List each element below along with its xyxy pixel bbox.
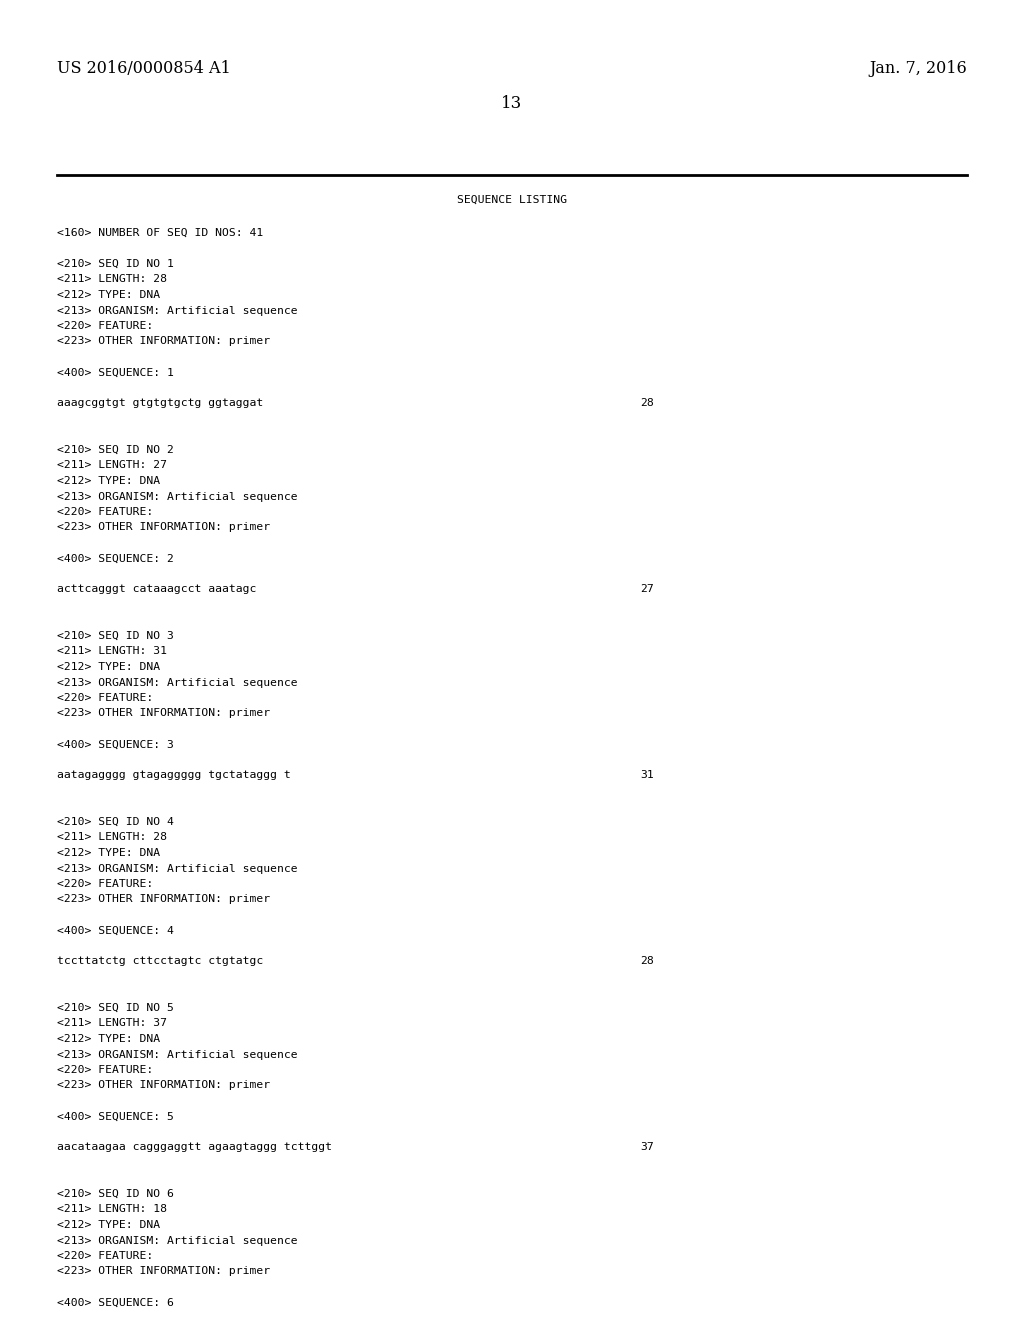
Text: <211> LENGTH: 18: <211> LENGTH: 18 xyxy=(57,1204,167,1214)
Text: <211> LENGTH: 37: <211> LENGTH: 37 xyxy=(57,1019,167,1028)
Text: 28: 28 xyxy=(640,957,653,966)
Text: <212> TYPE: DNA: <212> TYPE: DNA xyxy=(57,663,160,672)
Text: 31: 31 xyxy=(640,771,653,780)
Text: <211> LENGTH: 31: <211> LENGTH: 31 xyxy=(57,647,167,656)
Text: tccttatctg cttcctagtc ctgtatgc: tccttatctg cttcctagtc ctgtatgc xyxy=(57,957,263,966)
Text: 28: 28 xyxy=(640,399,653,408)
Text: <160> NUMBER OF SEQ ID NOS: 41: <160> NUMBER OF SEQ ID NOS: 41 xyxy=(57,228,263,238)
Text: <212> TYPE: DNA: <212> TYPE: DNA xyxy=(57,847,160,858)
Text: <400> SEQUENCE: 1: <400> SEQUENCE: 1 xyxy=(57,367,174,378)
Text: <223> OTHER INFORMATION: primer: <223> OTHER INFORMATION: primer xyxy=(57,895,270,904)
Text: <213> ORGANISM: Artificial sequence: <213> ORGANISM: Artificial sequence xyxy=(57,863,298,874)
Text: acttcagggt cataaagcct aaatagc: acttcagggt cataaagcct aaatagc xyxy=(57,585,256,594)
Text: <210> SEQ ID NO 6: <210> SEQ ID NO 6 xyxy=(57,1189,174,1199)
Text: <212> TYPE: DNA: <212> TYPE: DNA xyxy=(57,290,160,300)
Text: <213> ORGANISM: Artificial sequence: <213> ORGANISM: Artificial sequence xyxy=(57,1049,298,1060)
Text: <212> TYPE: DNA: <212> TYPE: DNA xyxy=(57,477,160,486)
Text: <210> SEQ ID NO 5: <210> SEQ ID NO 5 xyxy=(57,1003,174,1012)
Text: <223> OTHER INFORMATION: primer: <223> OTHER INFORMATION: primer xyxy=(57,1081,270,1090)
Text: <211> LENGTH: 28: <211> LENGTH: 28 xyxy=(57,275,167,285)
Text: <213> ORGANISM: Artificial sequence: <213> ORGANISM: Artificial sequence xyxy=(57,305,298,315)
Text: aatagagggg gtagaggggg tgctataggg t: aatagagggg gtagaggggg tgctataggg t xyxy=(57,771,291,780)
Text: 37: 37 xyxy=(640,1143,653,1152)
Text: <220> FEATURE:: <220> FEATURE: xyxy=(57,693,154,704)
Text: <223> OTHER INFORMATION: primer: <223> OTHER INFORMATION: primer xyxy=(57,523,270,532)
Text: <211> LENGTH: 27: <211> LENGTH: 27 xyxy=(57,461,167,470)
Text: <212> TYPE: DNA: <212> TYPE: DNA xyxy=(57,1220,160,1230)
Text: aacataagaa cagggaggtt agaagtaggg tcttggt: aacataagaa cagggaggtt agaagtaggg tcttggt xyxy=(57,1143,332,1152)
Text: <210> SEQ ID NO 3: <210> SEQ ID NO 3 xyxy=(57,631,174,642)
Text: <220> FEATURE:: <220> FEATURE: xyxy=(57,507,154,517)
Text: <400> SEQUENCE: 5: <400> SEQUENCE: 5 xyxy=(57,1111,174,1122)
Text: <223> OTHER INFORMATION: primer: <223> OTHER INFORMATION: primer xyxy=(57,709,270,718)
Text: <213> ORGANISM: Artificial sequence: <213> ORGANISM: Artificial sequence xyxy=(57,1236,298,1246)
Text: <212> TYPE: DNA: <212> TYPE: DNA xyxy=(57,1034,160,1044)
Text: Jan. 7, 2016: Jan. 7, 2016 xyxy=(869,59,967,77)
Text: <220> FEATURE:: <220> FEATURE: xyxy=(57,1251,154,1261)
Text: <400> SEQUENCE: 3: <400> SEQUENCE: 3 xyxy=(57,739,174,750)
Text: SEQUENCE LISTING: SEQUENCE LISTING xyxy=(457,195,567,205)
Text: <400> SEQUENCE: 2: <400> SEQUENCE: 2 xyxy=(57,553,174,564)
Text: 13: 13 xyxy=(502,95,522,112)
Text: <213> ORGANISM: Artificial sequence: <213> ORGANISM: Artificial sequence xyxy=(57,677,298,688)
Text: <210> SEQ ID NO 2: <210> SEQ ID NO 2 xyxy=(57,445,174,455)
Text: 27: 27 xyxy=(640,585,653,594)
Text: <213> ORGANISM: Artificial sequence: <213> ORGANISM: Artificial sequence xyxy=(57,491,298,502)
Text: <223> OTHER INFORMATION: primer: <223> OTHER INFORMATION: primer xyxy=(57,337,270,346)
Text: aaagcggtgt gtgtgtgctg ggtaggat: aaagcggtgt gtgtgtgctg ggtaggat xyxy=(57,399,263,408)
Text: <210> SEQ ID NO 4: <210> SEQ ID NO 4 xyxy=(57,817,174,828)
Text: US 2016/0000854 A1: US 2016/0000854 A1 xyxy=(57,59,230,77)
Text: <223> OTHER INFORMATION: primer: <223> OTHER INFORMATION: primer xyxy=(57,1266,270,1276)
Text: <220> FEATURE:: <220> FEATURE: xyxy=(57,879,154,888)
Text: <400> SEQUENCE: 6: <400> SEQUENCE: 6 xyxy=(57,1298,174,1308)
Text: <210> SEQ ID NO 1: <210> SEQ ID NO 1 xyxy=(57,259,174,269)
Text: <220> FEATURE:: <220> FEATURE: xyxy=(57,1065,154,1074)
Text: <211> LENGTH: 28: <211> LENGTH: 28 xyxy=(57,833,167,842)
Text: <220> FEATURE:: <220> FEATURE: xyxy=(57,321,154,331)
Text: <400> SEQUENCE: 4: <400> SEQUENCE: 4 xyxy=(57,925,174,936)
